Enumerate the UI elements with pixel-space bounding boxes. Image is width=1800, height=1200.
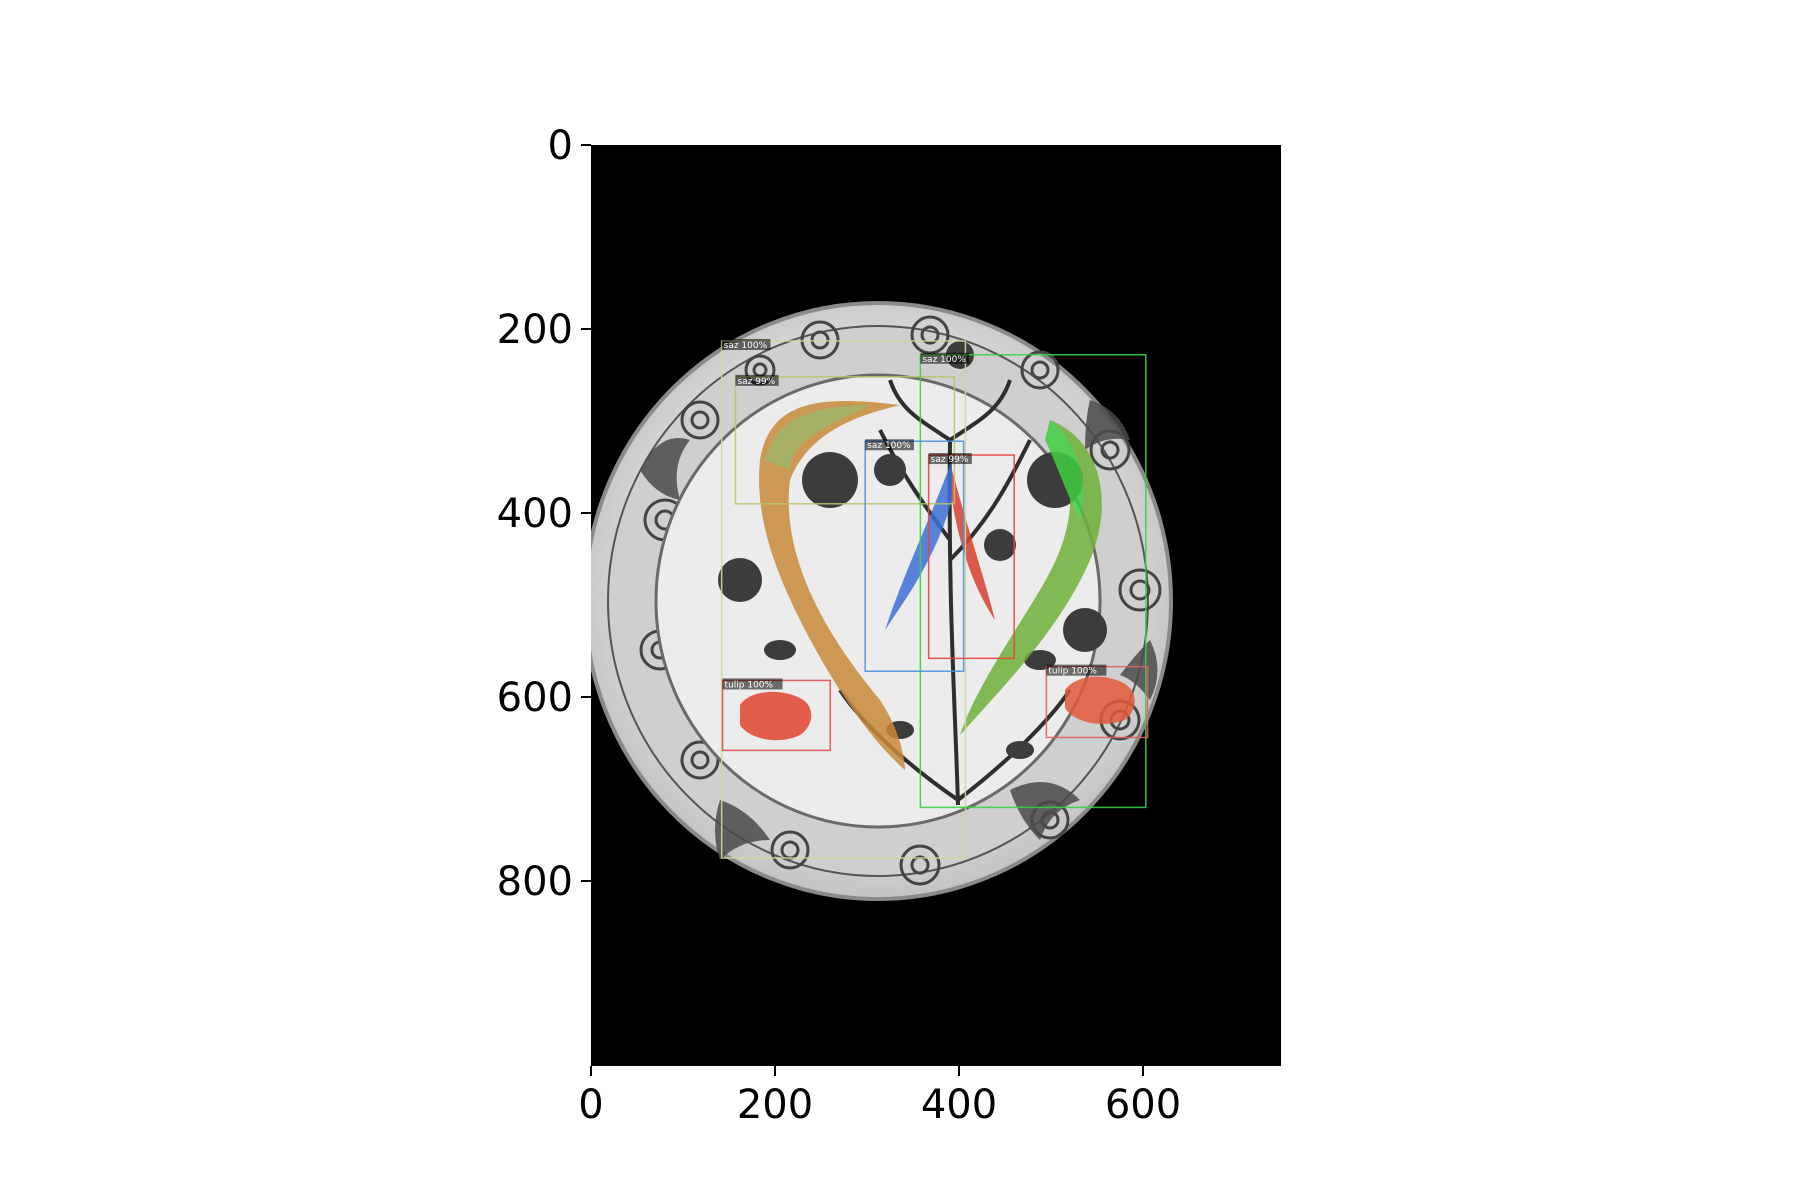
mask-saz-left	[759, 400, 905, 770]
detection-label: tulip 100%	[725, 680, 774, 690]
mask-saz-center-blue	[885, 460, 952, 630]
ceramic-dish	[591, 301, 1173, 901]
detection-label: tulip 100%	[1048, 667, 1097, 677]
y-tick-label: 200	[497, 307, 573, 353]
detection-label-background	[865, 439, 914, 451]
detection-label-background	[928, 453, 972, 465]
detection-box-saz	[720, 340, 967, 859]
y-tick-label: 800	[497, 859, 573, 905]
detection-label: saz 100%	[867, 441, 911, 451]
mask-saz-right	[960, 420, 1102, 735]
border-dark-waves	[640, 400, 1158, 860]
x-tick-label: 400	[921, 1082, 997, 1128]
detection-label: saz 100%	[724, 341, 768, 351]
x-tick-label: 200	[737, 1082, 813, 1128]
x-tick-label: 0	[578, 1082, 603, 1128]
y-tick-label: 0	[548, 123, 573, 169]
mask-saz-center-red	[952, 470, 995, 620]
image-panel: saz 100% saz 99% saz 100% saz 100% saz 99% tu…	[591, 145, 1281, 1066]
detection-box-saz	[734, 376, 956, 505]
detection-label-background	[722, 678, 783, 690]
detection-label: saz 100%	[922, 355, 966, 365]
mask-tulip-left	[740, 691, 812, 741]
x-tick-label: 600	[1105, 1082, 1181, 1128]
detection-label: saz 99%	[931, 455, 969, 465]
detection-box-saz	[919, 354, 1147, 809]
y-tick-label: 600	[497, 675, 573, 721]
detection-box-saz	[864, 440, 965, 672]
y-tick-label: 400	[497, 491, 573, 537]
detection-label-background	[1046, 664, 1107, 676]
mask-tulip-right	[1065, 676, 1135, 724]
detection-label: saz 99%	[737, 377, 775, 387]
axes: 0 200 400 600 0 200 400 600 800	[497, 123, 1182, 1128]
detection-label-background	[721, 338, 771, 350]
detection-overlays: saz 100% saz 99% saz 100% saz 100% saz 99% tu…	[720, 338, 1149, 859]
detection-label-background	[920, 352, 970, 364]
segmentation-masks	[740, 400, 1135, 770]
detection-label-background	[735, 374, 779, 386]
